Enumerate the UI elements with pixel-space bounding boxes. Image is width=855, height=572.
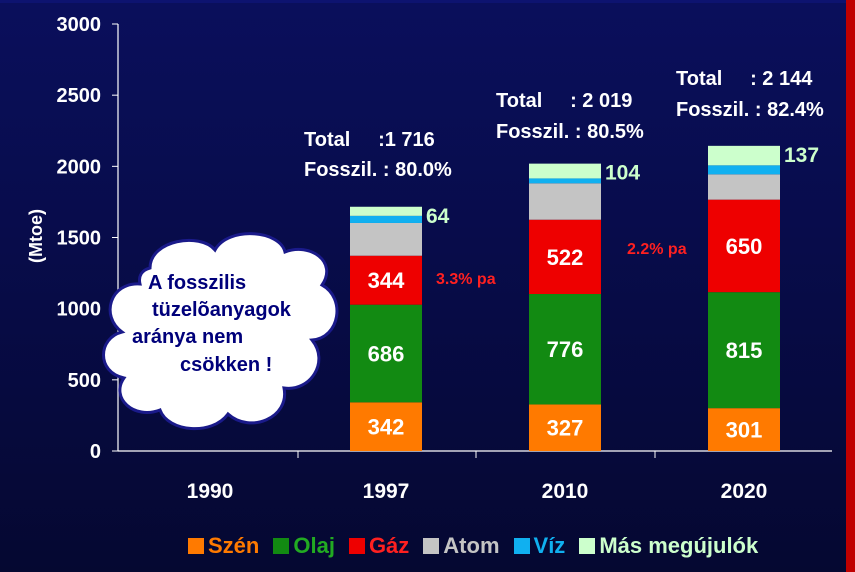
legend: Szén Olaj Gáz Atom Víz Más megújulók — [188, 532, 772, 560]
bar-segment-olaj — [350, 304, 422, 403]
total-label: Total :1 716 — [304, 129, 435, 151]
data-label: 301 — [726, 418, 763, 443]
y-tick-label: 500 — [68, 370, 101, 392]
callout-line: A fosszilis — [148, 272, 247, 294]
bar-segment-gáz — [350, 255, 422, 305]
axes-group: 0 500 1000 1500 2000 2500 3000 1990 1997 2010 2020… — [26, 14, 832, 503]
data-label: 64 — [426, 205, 450, 228]
callout-cloud-shape — [102, 232, 339, 430]
data-label: 327 — [547, 416, 584, 441]
bar-segment-olaj — [708, 292, 780, 409]
bar-segment-víz — [708, 165, 780, 175]
bar-segment-gáz — [529, 219, 601, 295]
legend-swatch — [348, 538, 365, 554]
y-tick-label: 1000 — [57, 299, 102, 321]
x-tick-label: 1997 — [363, 480, 410, 503]
legend-item: Víz — [513, 533, 566, 559]
callout-line: tüzelõanyagok — [152, 299, 291, 321]
data-label: 815 — [726, 338, 763, 363]
bar-segment-atom — [350, 222, 422, 256]
data-label: 104 — [605, 162, 640, 185]
data-label: 776 — [547, 337, 584, 362]
fossil-share-label: Fosszil. : 80.0% — [304, 159, 452, 181]
legend-label: Gáz — [368, 533, 410, 558]
bar-segment-olaj — [529, 294, 601, 405]
legend-swatch — [513, 538, 530, 554]
x-tick-label: 2020 — [721, 480, 768, 503]
legend-label: Víz — [533, 533, 566, 558]
callout-line: aránya nem — [132, 326, 244, 348]
legend-swatch — [423, 538, 440, 554]
bar-segment-atom — [708, 174, 780, 200]
y-axis-label: (Mtoe) — [26, 209, 46, 263]
legend-item: Szén — [188, 533, 259, 559]
total-label: Total : 2 019 — [496, 90, 632, 112]
y-tick-label: 2000 — [57, 156, 102, 178]
y-tick-label: 0 — [90, 441, 101, 463]
fossil-share-label: Fosszil. : 82.4% — [676, 99, 824, 121]
fossil-share-label: Fosszil. : 80.5% — [496, 121, 644, 143]
right-red-edge — [846, 0, 855, 572]
data-label: 137 — [784, 144, 819, 167]
growth-rate-label: 3.3% pa — [436, 271, 496, 288]
bar-segment-víz — [350, 215, 422, 223]
y-tick-label: 3000 — [57, 14, 102, 36]
data-label: 686 — [368, 342, 405, 367]
bars-group — [350, 145, 780, 451]
labels-group: 342 686 344 64 327 776 522 104 301 815 650 137 Total… — [304, 68, 824, 443]
legend-swatch — [579, 538, 596, 554]
x-tick-label: 1990 — [187, 480, 234, 503]
legend-item: Olaj — [273, 533, 335, 559]
growth-rate-label: 2.2% pa — [627, 241, 687, 258]
legend-label: Olaj — [293, 533, 335, 558]
data-label: 342 — [368, 415, 405, 440]
bar-segment-más-megújulók — [708, 145, 780, 166]
data-label: 650 — [726, 234, 763, 259]
bar-segment-gáz — [708, 199, 780, 293]
top-border-line — [0, 0, 855, 3]
legend-label: Más megújulók — [599, 533, 759, 558]
bar-segment-más-megújulók — [529, 163, 601, 179]
data-label: 522 — [547, 245, 584, 270]
bar-segment-szén — [529, 404, 601, 451]
x-tick-label: 2010 — [542, 480, 589, 503]
bar-segment-szén — [708, 408, 780, 451]
callout-bubble — [102, 232, 339, 430]
bar-segment-víz — [529, 178, 601, 184]
y-tick-label: 2500 — [57, 85, 102, 107]
legend-item: Atom — [423, 533, 500, 559]
legend-swatch — [188, 538, 204, 554]
legend-swatch — [273, 538, 290, 554]
legend-item: Más megújulók — [579, 533, 758, 559]
legend-item: Gáz — [348, 533, 410, 559]
y-tick-label: 1500 — [57, 228, 102, 250]
total-label: Total : 2 144 — [676, 68, 813, 90]
data-label: 344 — [368, 268, 405, 293]
legend-label: Atom — [443, 533, 500, 558]
bar-segment-atom — [529, 183, 601, 220]
legend-label: Szén — [208, 533, 260, 558]
bar-segment-szén — [350, 402, 422, 451]
bar-segment-más-megújulók — [350, 206, 422, 216]
callout-line: csökken ! — [180, 354, 273, 376]
